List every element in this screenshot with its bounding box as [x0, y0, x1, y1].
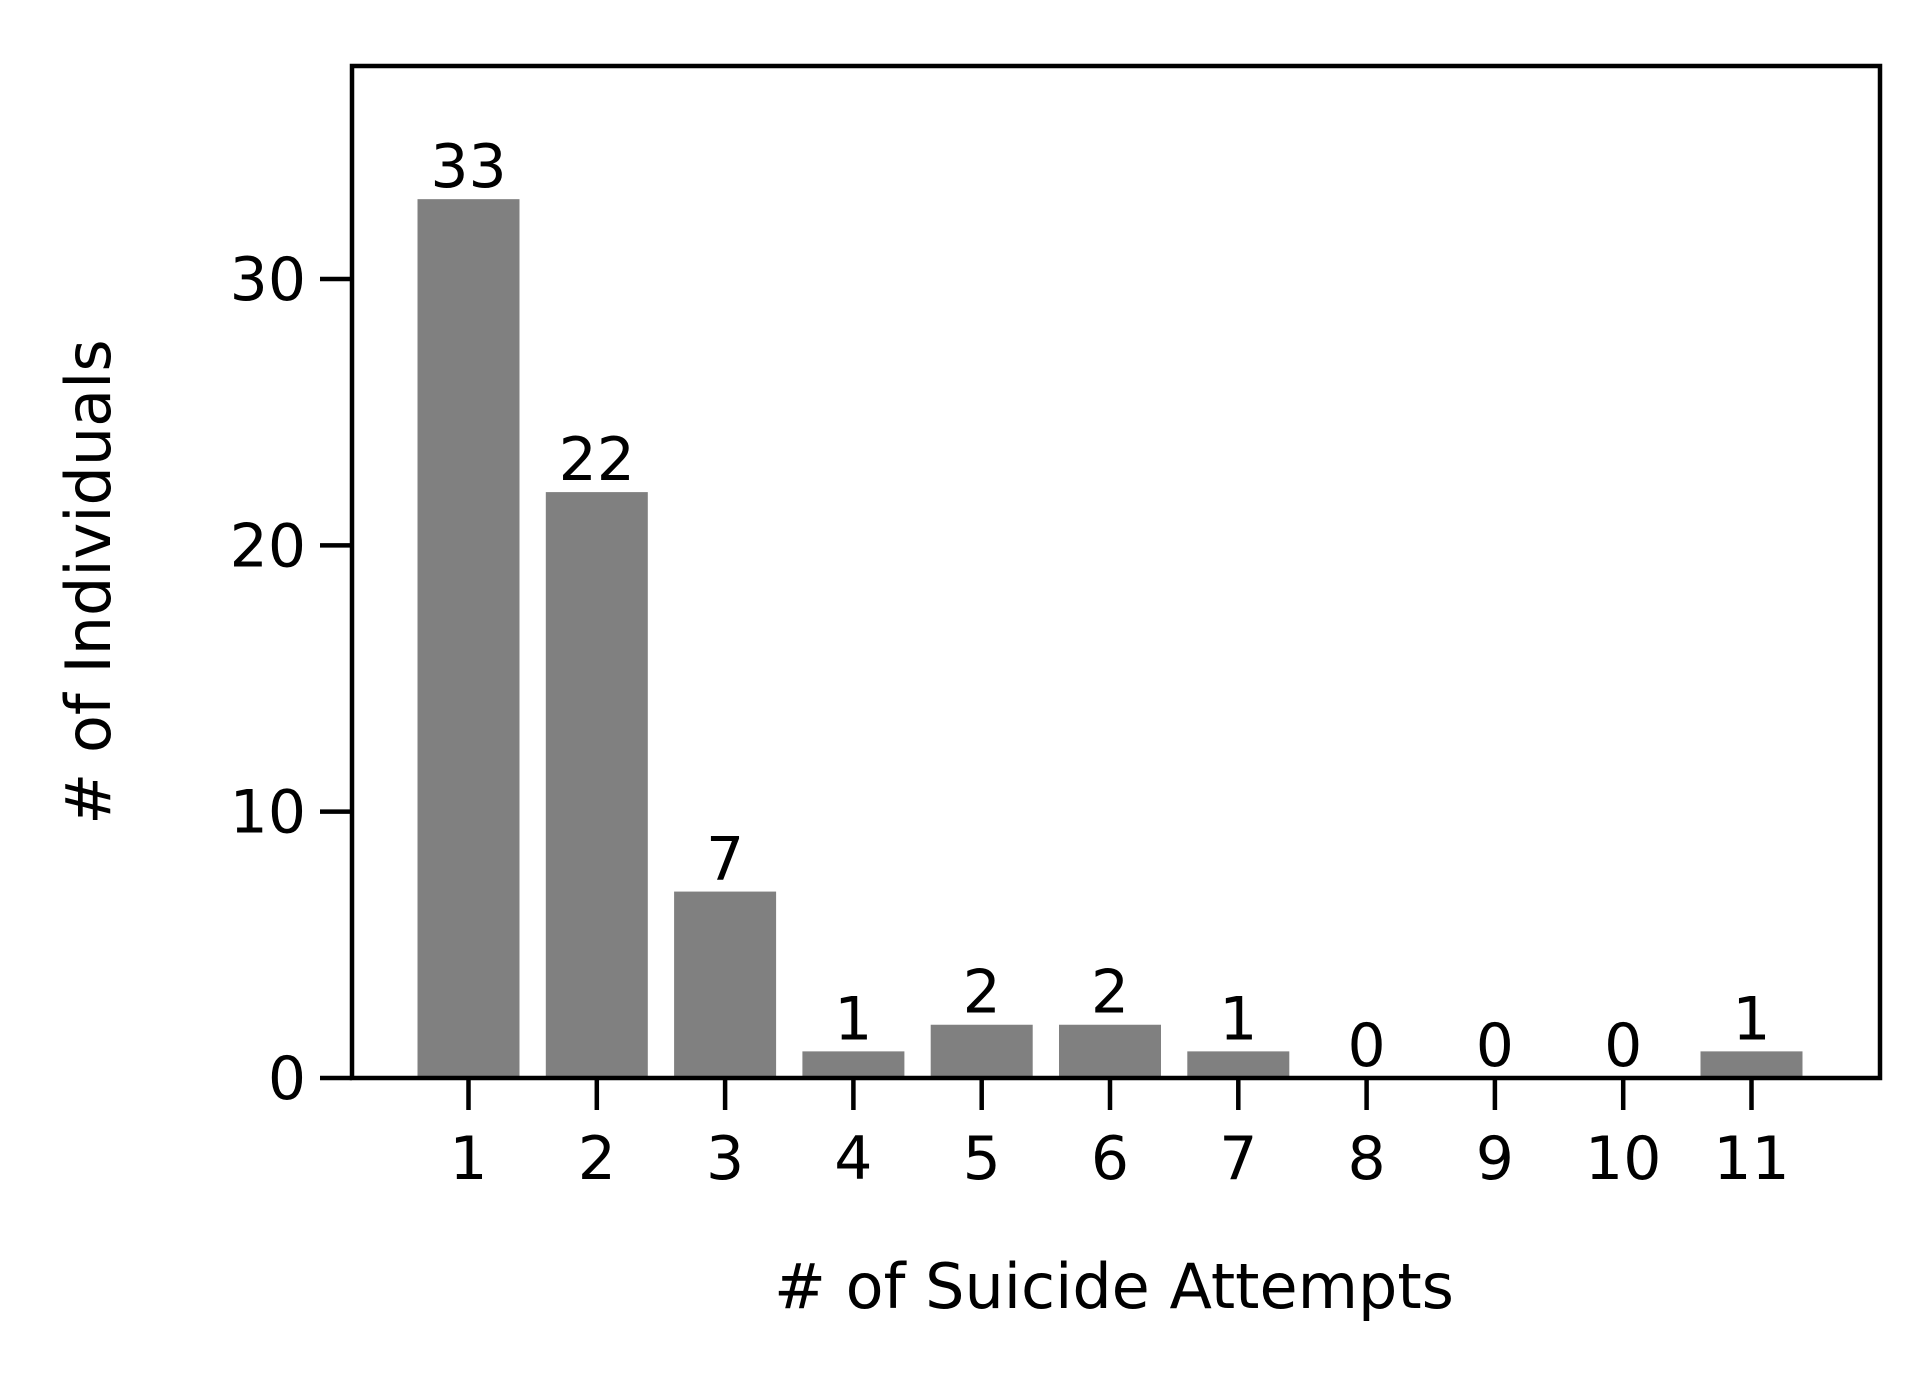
y-tick-label-20: 20: [230, 511, 306, 581]
data-label-3: 7: [706, 825, 744, 895]
x-tick-label-1: 1: [449, 1124, 487, 1194]
y-tick-label-10: 10: [230, 778, 306, 848]
bar-5: [930, 1024, 1033, 1078]
x-tick-label-10: 10: [1585, 1124, 1661, 1194]
data-label-1: 33: [430, 132, 506, 202]
x-tick-label-8: 8: [1348, 1124, 1386, 1194]
x-tick-label-3: 3: [706, 1124, 744, 1194]
data-label-6: 2: [1091, 958, 1129, 1028]
data-label-8: 0: [1348, 1011, 1386, 1081]
x-tick-label-11: 11: [1713, 1124, 1789, 1194]
bar-7: [1187, 1051, 1290, 1078]
data-label-10: 0: [1604, 1011, 1642, 1081]
x-tick-label-2: 2: [578, 1124, 616, 1194]
bar-11: [1700, 1051, 1803, 1078]
y-tick-label-30: 30: [230, 245, 306, 315]
x-tick-label-9: 9: [1476, 1124, 1514, 1194]
data-label-11: 1: [1732, 984, 1770, 1054]
x-axis-label: # of Suicide Attempts: [774, 1250, 1454, 1323]
y-axis-label: # of Individuals: [52, 339, 125, 824]
bar-4: [802, 1051, 905, 1078]
y-tick-label-0: 0: [268, 1044, 306, 1114]
data-label-4: 1: [834, 984, 872, 1054]
y-axis-ticks: 0 10 20 30: [230, 245, 352, 1114]
x-tick-label-5: 5: [963, 1124, 1001, 1194]
bar-3: [674, 891, 777, 1078]
x-axis-ticks: 1 2 3 4 5 6 7 8 9 10 11: [449, 1078, 1790, 1194]
data-label-5: 2: [963, 958, 1001, 1028]
x-tick-label-4: 4: [834, 1124, 872, 1194]
data-label-2: 22: [559, 425, 635, 495]
bar-2: [545, 492, 648, 1079]
plot-frame: [349, 63, 1883, 1081]
bar-6: [1059, 1024, 1161, 1078]
data-label-7: 1: [1219, 984, 1257, 1054]
x-tick-label-6: 6: [1091, 1124, 1129, 1194]
data-label-9: 0: [1476, 1011, 1514, 1081]
bar-1: [417, 199, 520, 1078]
bars-group: [417, 199, 1803, 1079]
x-tick-label-7: 7: [1219, 1124, 1257, 1194]
